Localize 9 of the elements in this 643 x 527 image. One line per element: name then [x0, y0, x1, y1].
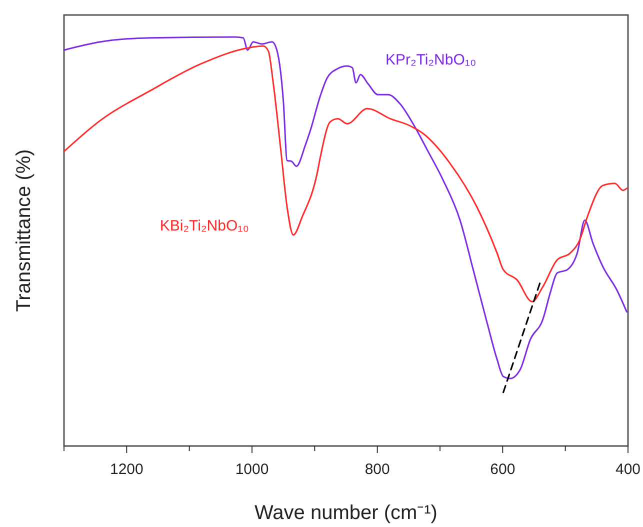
x-tick-label: 1200: [110, 461, 144, 478]
text: KBi₂Ti₂NbO₁₀: [160, 218, 249, 234]
y-axis-title: Transmittance (%): [13, 149, 35, 312]
x-tick-label: 600: [490, 461, 516, 478]
x-tick-label: 400: [615, 461, 641, 478]
x-tick-label: 1000: [235, 461, 269, 478]
x-tick-label: 800: [364, 461, 390, 478]
x-axis-title: Wave number (cm⁻¹): [254, 502, 438, 524]
series-label: KPr₂Ti₂NbO₁₀: [385, 52, 476, 69]
